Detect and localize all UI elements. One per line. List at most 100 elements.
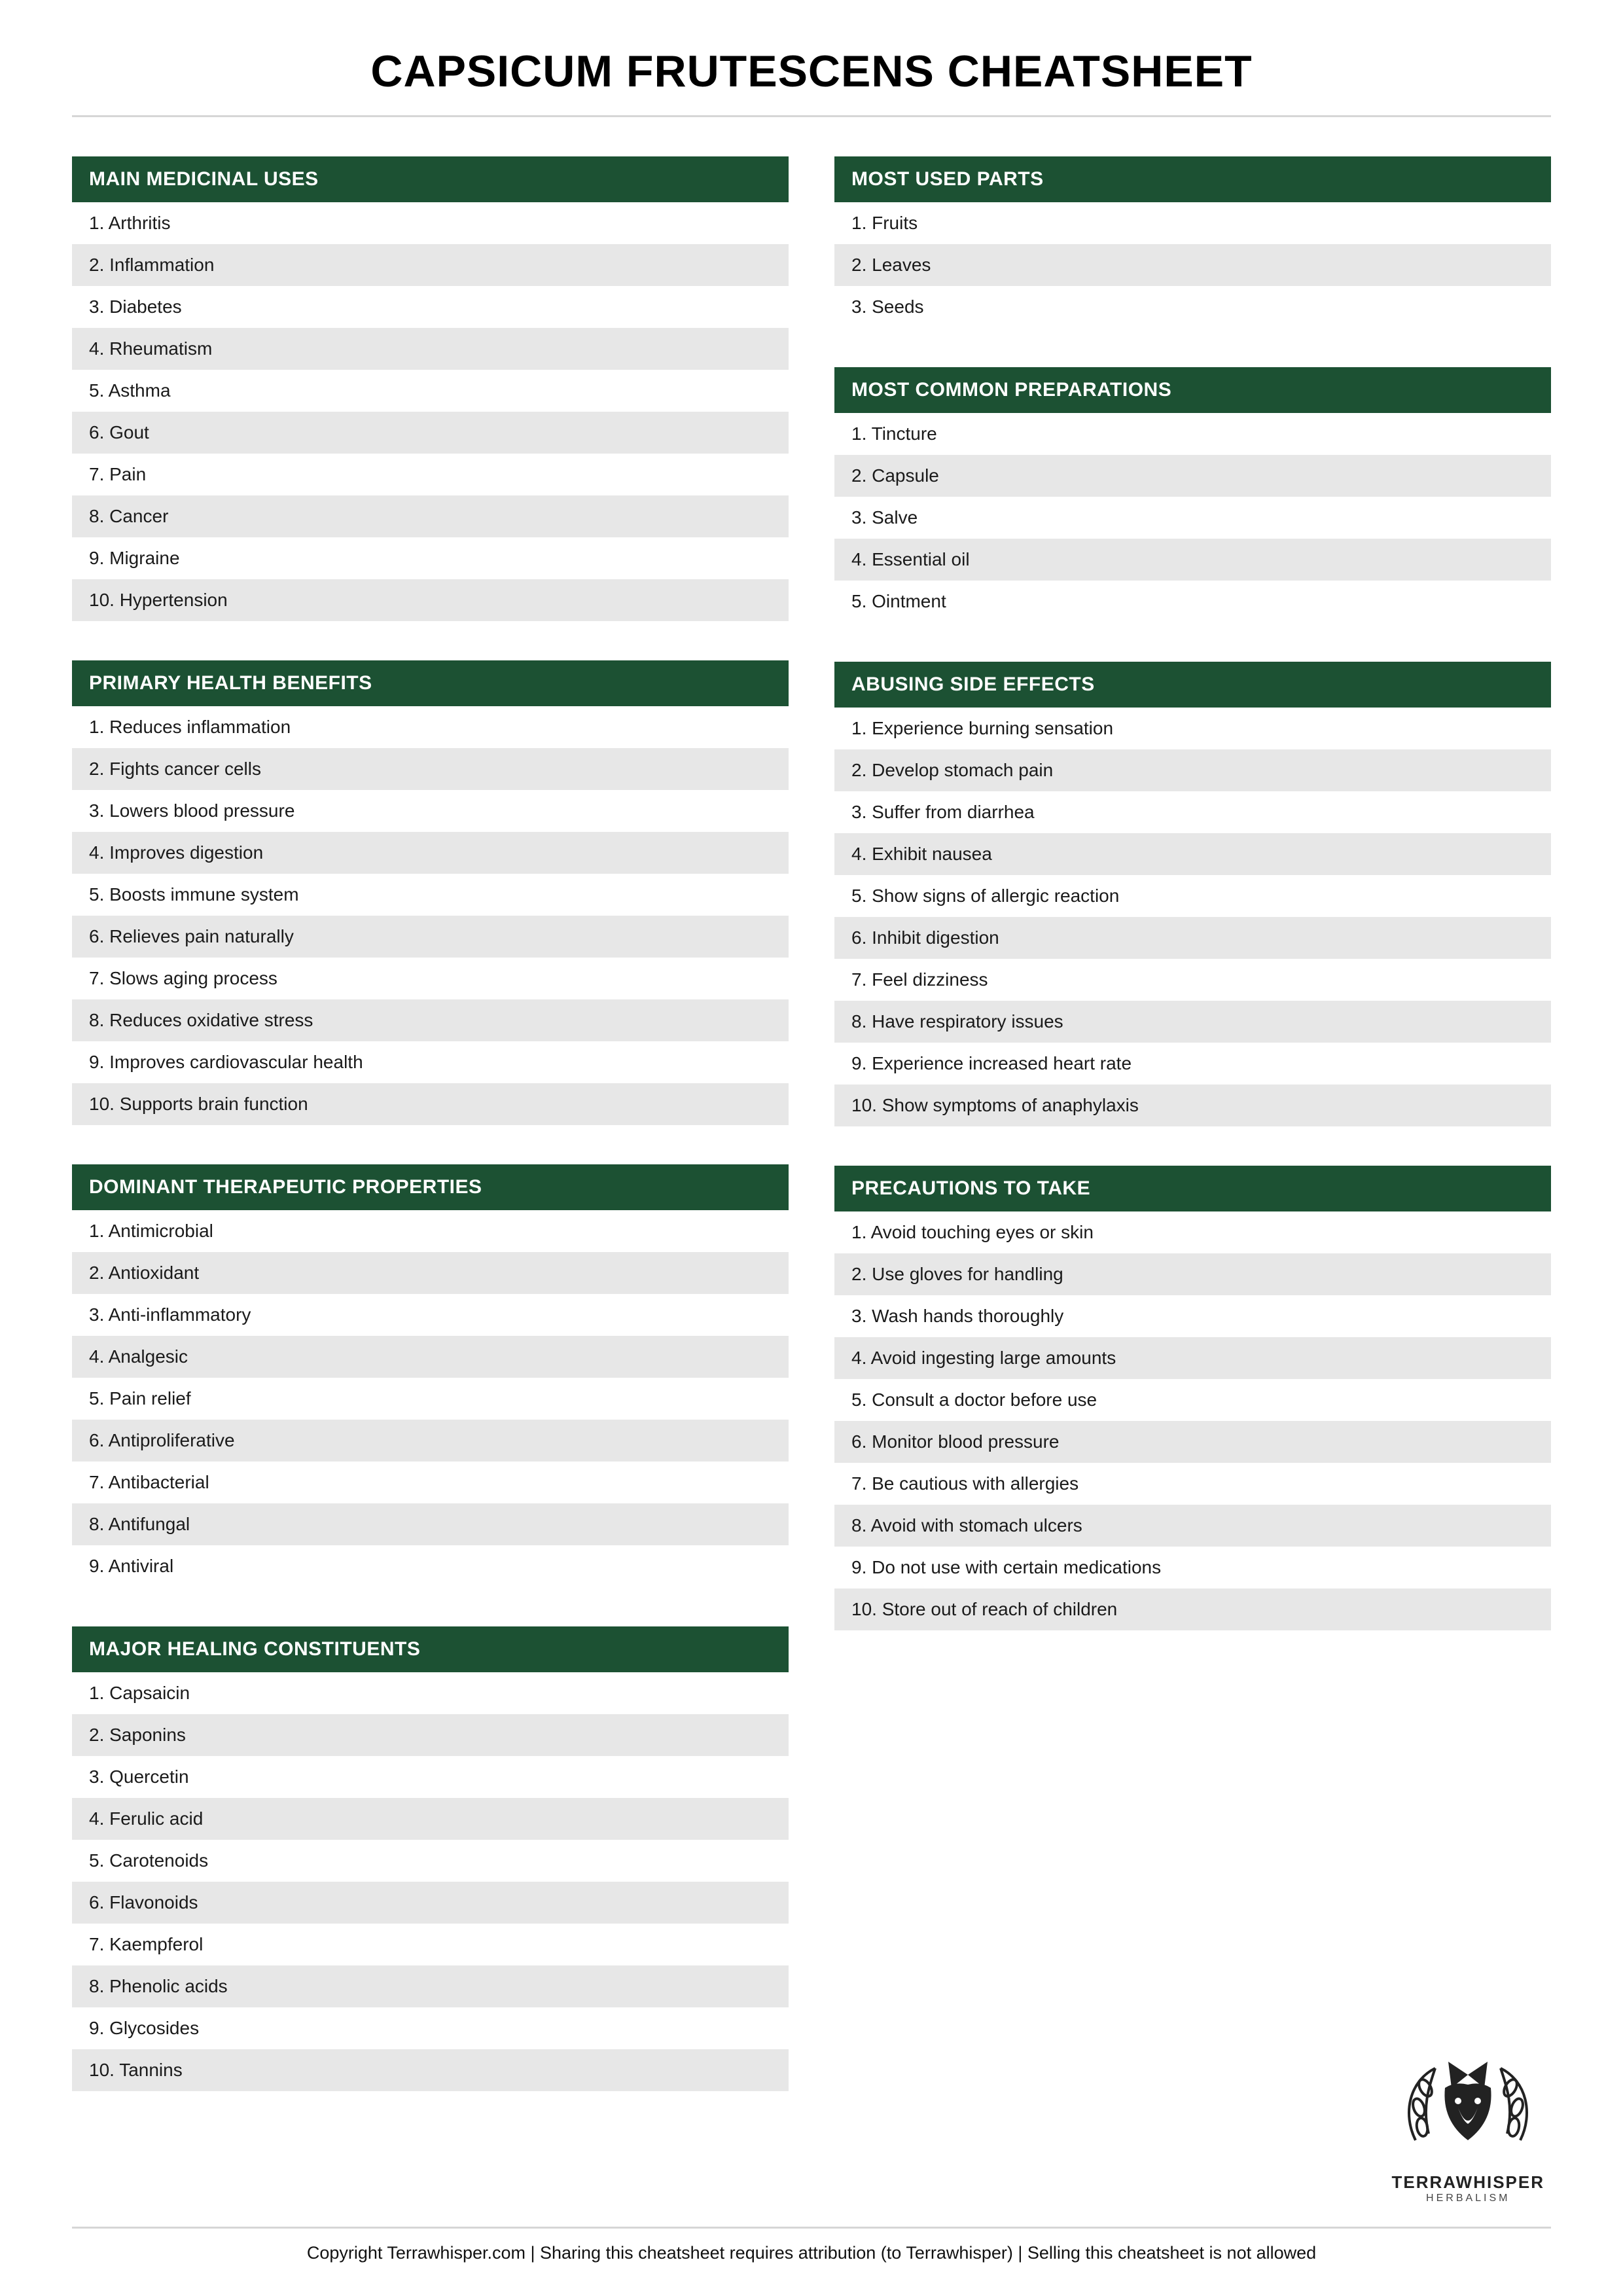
- list-item: 8. Antifungal: [72, 1503, 789, 1545]
- list-item: 1. Arthritis: [72, 202, 789, 244]
- section: PRECAUTIONS TO TAKE1. Avoid touching eye…: [834, 1166, 1551, 1630]
- list-item: 10. Show symptoms of anaphylaxis: [834, 1085, 1551, 1126]
- list-item: 5. Consult a doctor before use: [834, 1379, 1551, 1421]
- section-header: PRIMARY HEALTH BENEFITS: [72, 660, 789, 706]
- list-item: 1. Antimicrobial: [72, 1210, 789, 1252]
- list-item: 5. Show signs of allergic reaction: [834, 875, 1551, 917]
- list-item: 8. Reduces oxidative stress: [72, 999, 789, 1041]
- list-item: 9. Do not use with certain medications: [834, 1547, 1551, 1588]
- section: MAJOR HEALING CONSTITUENTS1. Capsaicin2.…: [72, 1626, 789, 2091]
- list-item: 10. Store out of reach of children: [834, 1588, 1551, 1630]
- list-item: 9. Migraine: [72, 537, 789, 579]
- section-list: 1. Experience burning sensation2. Develo…: [834, 708, 1551, 1126]
- list-item: 7. Be cautious with allergies: [834, 1463, 1551, 1505]
- list-item: 9. Improves cardiovascular health: [72, 1041, 789, 1083]
- list-item: 9. Experience increased heart rate: [834, 1043, 1551, 1085]
- list-item: 6. Relieves pain naturally: [72, 916, 789, 958]
- list-item: 3. Lowers blood pressure: [72, 790, 789, 832]
- list-item: 8. Phenolic acids: [72, 1965, 789, 2007]
- list-item: 6. Gout: [72, 412, 789, 454]
- list-item: 1. Avoid touching eyes or skin: [834, 1211, 1551, 1253]
- section-list: 1. Arthritis2. Inflammation3. Diabetes4.…: [72, 202, 789, 621]
- list-item: 6. Inhibit digestion: [834, 917, 1551, 959]
- right-column: MOST USED PARTS1. Fruits2. Leaves3. Seed…: [834, 156, 1551, 2091]
- list-item: 7. Slows aging process: [72, 958, 789, 999]
- list-item: 4. Rheumatism: [72, 328, 789, 370]
- section-list: 1. Capsaicin2. Saponins3. Quercetin4. Fe…: [72, 1672, 789, 2091]
- section: ABUSING SIDE EFFECTS1. Experience burnin…: [834, 662, 1551, 1126]
- list-item: 1. Reduces inflammation: [72, 706, 789, 748]
- list-item: 2. Develop stomach pain: [834, 749, 1551, 791]
- list-item: 2. Use gloves for handling: [834, 1253, 1551, 1295]
- list-item: 8. Have respiratory issues: [834, 1001, 1551, 1043]
- list-item: 7. Kaempferol: [72, 1924, 789, 1965]
- page-title: CAPSICUM FRUTESCENS CHEATSHEET: [72, 46, 1551, 97]
- section-list: 1. Avoid touching eyes or skin2. Use glo…: [834, 1211, 1551, 1630]
- list-item: 3. Salve: [834, 497, 1551, 539]
- section-header: ABUSING SIDE EFFECTS: [834, 662, 1551, 708]
- section-list: 1. Tincture2. Capsule3. Salve4. Essentia…: [834, 413, 1551, 622]
- section-list: 1. Antimicrobial2. Antioxidant3. Anti-in…: [72, 1210, 789, 1587]
- list-item: 6. Antiproliferative: [72, 1420, 789, 1462]
- list-item: 4. Exhibit nausea: [834, 833, 1551, 875]
- list-item: 6. Flavonoids: [72, 1882, 789, 1924]
- list-item: 1. Tincture: [834, 413, 1551, 455]
- list-item: 3. Quercetin: [72, 1756, 789, 1798]
- list-item: 8. Avoid with stomach ulcers: [834, 1505, 1551, 1547]
- list-item: 5. Pain relief: [72, 1378, 789, 1420]
- section-header: MOST USED PARTS: [834, 156, 1551, 202]
- list-item: 1. Fruits: [834, 202, 1551, 244]
- list-item: 2. Capsule: [834, 455, 1551, 497]
- brand-tagline: HERBALISM: [1392, 2193, 1544, 2204]
- list-item: 7. Pain: [72, 454, 789, 495]
- footer: Copyright Terrawhisper.com | Sharing thi…: [72, 2227, 1551, 2263]
- list-item: 4. Analgesic: [72, 1336, 789, 1378]
- list-item: 5. Boosts immune system: [72, 874, 789, 916]
- list-item: 4. Ferulic acid: [72, 1798, 789, 1840]
- top-divider: [72, 115, 1551, 117]
- section-list: 1. Reduces inflammation2. Fights cancer …: [72, 706, 789, 1125]
- list-item: 7. Antibacterial: [72, 1462, 789, 1503]
- list-item: 3. Diabetes: [72, 286, 789, 328]
- list-item: 10. Hypertension: [72, 579, 789, 621]
- list-item: 4. Improves digestion: [72, 832, 789, 874]
- list-item: 2. Leaves: [834, 244, 1551, 286]
- section: MAIN MEDICINAL USES1. Arthritis2. Inflam…: [72, 156, 789, 621]
- columns-container: MAIN MEDICINAL USES1. Arthritis2. Inflam…: [72, 156, 1551, 2091]
- list-item: 8. Cancer: [72, 495, 789, 537]
- section-header: DOMINANT THERAPEUTIC PROPERTIES: [72, 1164, 789, 1210]
- list-item: 7. Feel dizziness: [834, 959, 1551, 1001]
- list-item: 4. Essential oil: [834, 539, 1551, 581]
- section-header: PRECAUTIONS TO TAKE: [834, 1166, 1551, 1211]
- list-item: 10. Supports brain function: [72, 1083, 789, 1125]
- section: MOST COMMON PREPARATIONS1. Tincture2. Ca…: [834, 367, 1551, 622]
- list-item: 2. Antioxidant: [72, 1252, 789, 1294]
- list-item: 1. Capsaicin: [72, 1672, 789, 1714]
- list-item: 9. Glycosides: [72, 2007, 789, 2049]
- section-header: MOST COMMON PREPARATIONS: [834, 367, 1551, 413]
- list-item: 3. Wash hands thoroughly: [834, 1295, 1551, 1337]
- list-item: 6. Monitor blood pressure: [834, 1421, 1551, 1463]
- list-item: 5. Ointment: [834, 581, 1551, 622]
- fox-wreath-icon: [1396, 2049, 1540, 2166]
- list-item: 5. Carotenoids: [72, 1840, 789, 1882]
- list-item: 2. Inflammation: [72, 244, 789, 286]
- list-item: 9. Antiviral: [72, 1545, 789, 1587]
- section-header: MAIN MEDICINAL USES: [72, 156, 789, 202]
- bottom-divider: [72, 2227, 1551, 2229]
- section-list: 1. Fruits2. Leaves3. Seeds: [834, 202, 1551, 328]
- section-header: MAJOR HEALING CONSTITUENTS: [72, 1626, 789, 1672]
- footer-text: Copyright Terrawhisper.com | Sharing thi…: [72, 2243, 1551, 2263]
- list-item: 4. Avoid ingesting large amounts: [834, 1337, 1551, 1379]
- section: PRIMARY HEALTH BENEFITS1. Reduces inflam…: [72, 660, 789, 1125]
- list-item: 2. Fights cancer cells: [72, 748, 789, 790]
- brand-name: TERRAWHISPER: [1392, 2172, 1544, 2193]
- list-item: 3. Seeds: [834, 286, 1551, 328]
- list-item: 2. Saponins: [72, 1714, 789, 1756]
- list-item: 3. Anti-inflammatory: [72, 1294, 789, 1336]
- list-item: 10. Tannins: [72, 2049, 789, 2091]
- section: MOST USED PARTS1. Fruits2. Leaves3. Seed…: [834, 156, 1551, 328]
- section: DOMINANT THERAPEUTIC PROPERTIES1. Antimi…: [72, 1164, 789, 1587]
- list-item: 3. Suffer from diarrhea: [834, 791, 1551, 833]
- brand-logo: TERRAWHISPER HERBALISM: [1392, 2049, 1544, 2204]
